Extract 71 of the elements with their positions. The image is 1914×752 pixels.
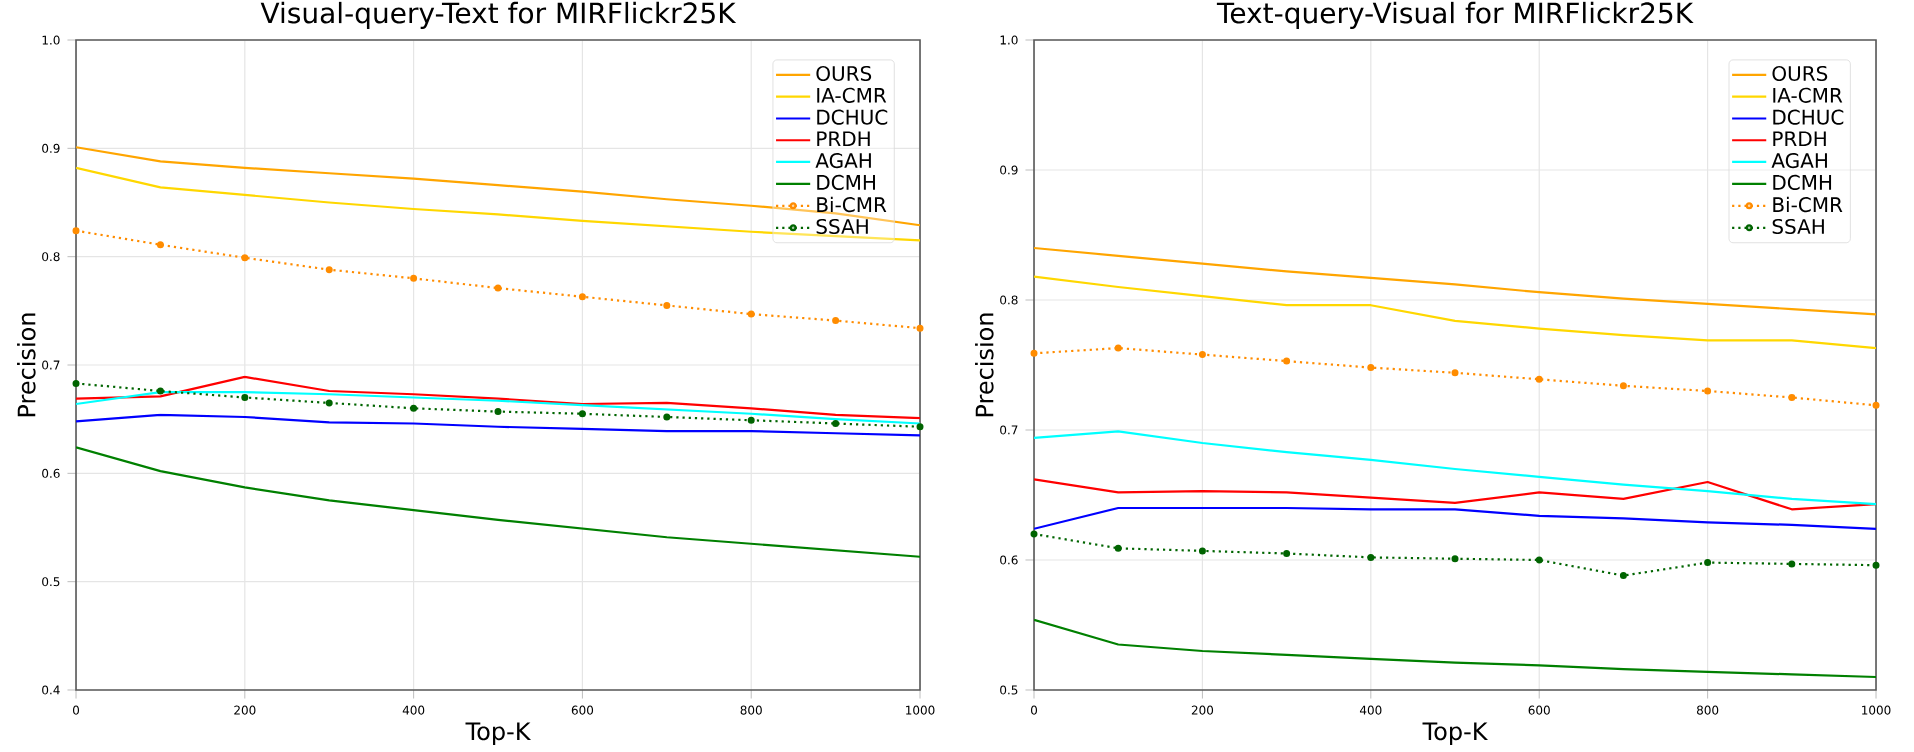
point [1788,394,1796,401]
x-axis-title: Top-K [465,722,532,745]
point [747,310,755,318]
chart-title: Text-query-Visual for MIRFlickr25K [1216,1,1694,29]
point [72,227,80,235]
point [494,284,502,292]
point [72,379,80,387]
point [1367,553,1375,561]
point [1619,382,1627,390]
point [241,394,249,401]
point [156,241,164,249]
line-series [76,413,921,437]
point [916,324,924,332]
point [1030,349,1038,357]
point [1704,387,1712,395]
point [325,399,333,407]
point [1283,550,1291,558]
line-series [1034,275,1877,350]
point [410,404,418,412]
line-series [76,375,921,420]
point [156,387,164,395]
legend-label: SSAH [816,218,868,235]
point [578,410,586,418]
point [832,420,840,428]
point [325,266,333,274]
point [663,413,671,421]
point [241,254,249,262]
point [1198,351,1206,359]
legend-label: SSAH [1772,218,1824,235]
point [1619,572,1627,580]
point [1788,560,1796,568]
point [1451,555,1459,563]
legend-label: PRDH [817,131,870,147]
point [1451,369,1459,377]
point [1283,357,1291,365]
line-series [1034,430,1877,506]
legend-label: IA-CMR [817,87,887,103]
point [494,408,502,416]
legend-label: DCHUC [817,109,888,125]
point [1367,364,1375,372]
point [1198,547,1206,555]
point [663,301,671,309]
point [1872,561,1880,569]
legend-label: AGAH [1771,153,1827,169]
legend-label: OURS [816,65,872,82]
y-axis-title: Precision [975,313,994,417]
point [916,423,924,431]
point [1114,544,1122,552]
point [747,416,755,424]
point [1114,344,1122,352]
legend-label: PRDH [1773,131,1826,147]
legend-label: DCHUC [1773,109,1844,125]
legend-label: OURS [1772,65,1828,82]
point [1704,559,1712,567]
legend-label: Bi-CMR [1773,196,1843,213]
legend-label: DCMH [1773,174,1832,190]
point [1872,401,1880,409]
point [410,274,418,282]
point [1535,375,1543,383]
point [1535,556,1543,564]
legend-label: AGAH [815,153,871,169]
line-series [1034,618,1877,679]
legend-label: Bi-CMR [817,196,887,213]
x-axis-title: Top-K [1422,722,1489,745]
y-axis-title: Precision [17,313,36,417]
legend-label: DCMH [817,174,875,190]
point [832,317,840,325]
legend-label: IA-CMR [1773,87,1843,103]
point [578,293,586,301]
chart-title: Visual-query-Text for MIRFlickr25K [260,1,737,29]
point [1030,530,1038,538]
